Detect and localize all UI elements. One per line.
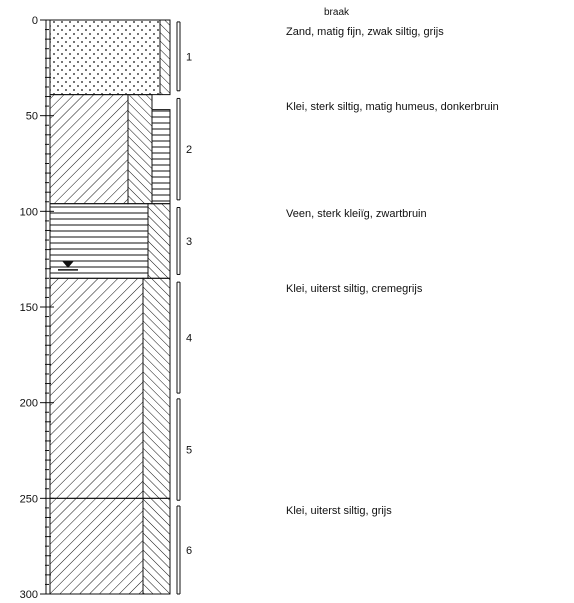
layer-2 (49, 94, 129, 205)
layer-3 (49, 203, 149, 279)
layer-4 (49, 277, 144, 499)
sample-label: 3 (186, 236, 192, 248)
layer-2-sub-a (127, 94, 153, 205)
layer-description-4: Klei, uiterst siltig, cremegrijs (286, 282, 423, 295)
groundwater-marker (62, 260, 74, 268)
axis-tick-label: 0 (32, 15, 38, 27)
axis-tick-label: 300 (20, 589, 38, 601)
layer-description-5: Klei, uiterst siltig, grijs (286, 504, 392, 517)
layer-description-2: Klei, sterk siltig, matig humeus, donker… (286, 101, 499, 113)
sample-label: 5 (186, 445, 192, 457)
depth-axis: 0 50 100 150 200 250 300 (20, 15, 54, 601)
sample-label: 1 (186, 51, 192, 63)
layer-5-sub (142, 497, 171, 595)
axis-tick-label: 50 (26, 111, 38, 123)
layer-4-sub (142, 277, 171, 499)
sample-label: 2 (186, 144, 192, 156)
layer-1-sub (159, 19, 171, 96)
sample-label: 4 (186, 333, 192, 345)
layer-1 (49, 19, 161, 96)
axis-tick-label: 150 (20, 302, 38, 314)
axis-tick-label: 100 (20, 206, 38, 218)
layer-2-sub-b (151, 109, 171, 205)
layer-5 (49, 497, 144, 595)
axis-tick-label: 200 (20, 398, 38, 410)
axis-tick-label: 250 (20, 493, 38, 505)
layer-3-sub (147, 203, 171, 279)
sample-brackets: 1 2 3 4 5 6 (176, 21, 192, 595)
layer-description-1: Zand, matig fijn, zwak siltig, grijs (286, 26, 444, 39)
sample-label: 6 (186, 545, 192, 557)
layer-description-3: Veen, sterk kleiïg, zwartbruin (286, 208, 427, 221)
header-label: braak (324, 7, 350, 18)
